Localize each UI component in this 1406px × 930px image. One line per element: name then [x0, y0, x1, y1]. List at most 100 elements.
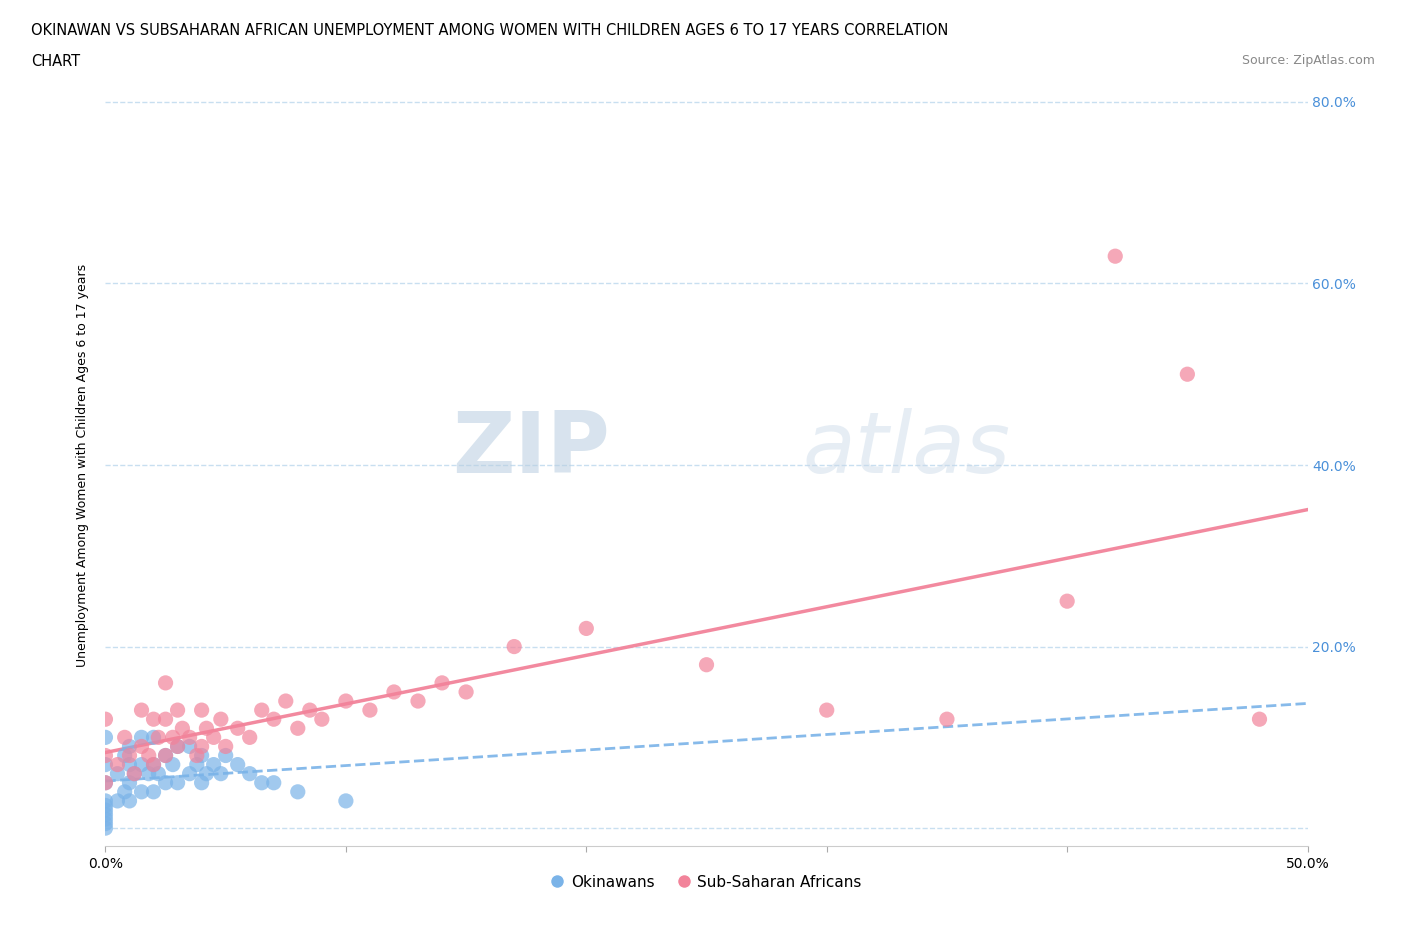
Point — [190, 703, 212, 718]
Point — [142, 730, 165, 745]
Text: CHART: CHART — [31, 54, 80, 69]
Point — [155, 748, 177, 763]
Y-axis label: Unemployment Among Women with Children Ages 6 to 17 years: Unemployment Among Women with Children A… — [76, 263, 90, 667]
Point — [239, 766, 262, 781]
Point — [124, 766, 146, 781]
Point — [155, 776, 177, 790]
Point — [936, 711, 959, 726]
Point — [1056, 593, 1078, 608]
Point — [335, 793, 357, 808]
Point — [186, 748, 208, 763]
Point — [94, 776, 117, 790]
Point — [94, 793, 117, 808]
Point — [287, 784, 309, 799]
Point — [138, 748, 160, 763]
Point — [142, 757, 165, 772]
Text: Source: ZipAtlas.com: Source: ZipAtlas.com — [1241, 54, 1375, 67]
Point — [209, 711, 232, 726]
Point — [166, 703, 188, 718]
Point — [148, 766, 170, 781]
Point — [118, 793, 141, 808]
Point — [195, 721, 218, 736]
Point — [118, 739, 141, 754]
Point — [298, 703, 321, 718]
Point — [94, 730, 117, 745]
Point — [195, 766, 218, 781]
Point — [162, 757, 184, 772]
Point — [118, 757, 141, 772]
Point — [94, 812, 117, 827]
Point — [94, 820, 117, 835]
Point — [1104, 248, 1126, 263]
Point — [239, 730, 262, 745]
Point — [155, 748, 177, 763]
Point — [94, 776, 117, 790]
Point — [172, 721, 194, 736]
Point — [94, 798, 117, 813]
Point — [186, 757, 208, 772]
Point — [124, 766, 146, 781]
Point — [148, 730, 170, 745]
Point — [114, 748, 136, 763]
Point — [155, 711, 177, 726]
Point — [107, 766, 129, 781]
Point — [166, 739, 188, 754]
Point — [131, 703, 153, 718]
Point — [190, 776, 212, 790]
Point — [274, 694, 297, 709]
Point — [166, 776, 188, 790]
Point — [166, 739, 188, 754]
Point — [190, 748, 212, 763]
Point — [1249, 711, 1271, 726]
Text: ZIP: ZIP — [453, 408, 610, 491]
Point — [214, 748, 236, 763]
Point — [94, 748, 117, 763]
Point — [359, 703, 381, 718]
Point — [179, 739, 201, 754]
Point — [179, 730, 201, 745]
Point — [94, 803, 117, 817]
Point — [94, 817, 117, 831]
Point — [406, 694, 429, 709]
Point — [155, 675, 177, 690]
Point — [114, 784, 136, 799]
Point — [138, 766, 160, 781]
Point — [114, 730, 136, 745]
Point — [118, 776, 141, 790]
Point — [190, 739, 212, 754]
Point — [179, 766, 201, 781]
Point — [263, 711, 285, 726]
Point — [94, 807, 117, 822]
Point — [131, 730, 153, 745]
Point — [382, 684, 405, 699]
Point — [696, 658, 718, 672]
Point — [131, 757, 153, 772]
Point — [815, 703, 838, 718]
Point — [202, 730, 225, 745]
Point — [131, 784, 153, 799]
Point — [287, 721, 309, 736]
Point — [226, 757, 249, 772]
Point — [214, 739, 236, 754]
Point — [107, 757, 129, 772]
Point — [94, 711, 117, 726]
Point — [1175, 366, 1198, 381]
Point — [430, 675, 453, 690]
Point — [142, 757, 165, 772]
Point — [142, 711, 165, 726]
Point — [250, 703, 273, 718]
Point — [263, 776, 285, 790]
Point — [142, 784, 165, 799]
Point — [311, 711, 333, 726]
Point — [209, 766, 232, 781]
Point — [162, 730, 184, 745]
Point — [107, 793, 129, 808]
Point — [503, 639, 526, 654]
Point — [94, 757, 117, 772]
Point — [131, 739, 153, 754]
Text: OKINAWAN VS SUBSAHARAN AFRICAN UNEMPLOYMENT AMONG WOMEN WITH CHILDREN AGES 6 TO : OKINAWAN VS SUBSAHARAN AFRICAN UNEMPLOYM… — [31, 23, 948, 38]
Point — [118, 748, 141, 763]
Point — [202, 757, 225, 772]
Legend: Okinawans, Sub-Saharan Africans: Okinawans, Sub-Saharan Africans — [546, 869, 868, 896]
Point — [226, 721, 249, 736]
